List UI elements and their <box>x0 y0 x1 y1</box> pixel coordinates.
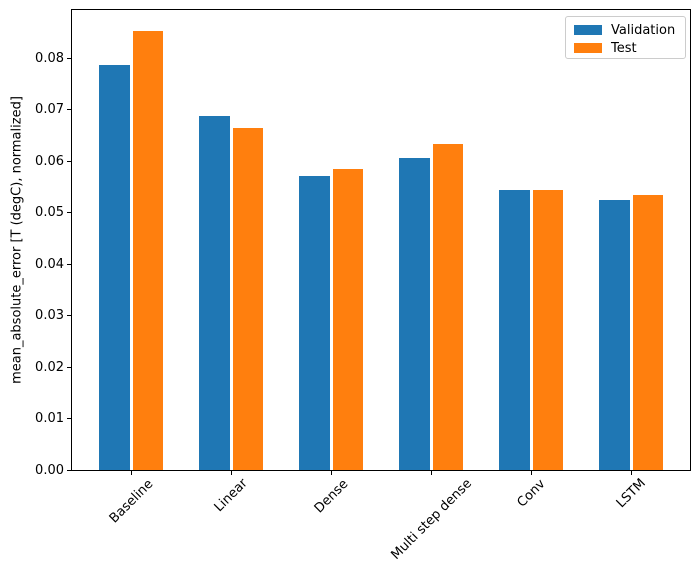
x-tick-mark <box>531 471 532 475</box>
y-tick-mark <box>67 315 71 317</box>
y-tick-label: 0.04 <box>35 256 64 272</box>
y-tick-mark <box>67 418 71 420</box>
y-tick-mark <box>67 160 71 162</box>
x-tick-label-lstm: LSTM <box>613 476 649 512</box>
bar-validation-multi-step-dense <box>399 157 430 470</box>
x-tick-mark <box>131 471 132 475</box>
y-tick-label: 0.05 <box>35 205 64 221</box>
y-tick-label: 0.01 <box>35 411 64 427</box>
y-tick-label: 0.07 <box>35 102 64 118</box>
y-tick-label: 0.00 <box>35 463 64 478</box>
y-tick-mark <box>67 263 71 265</box>
y-tick-mark <box>67 57 71 59</box>
y-tick-mark <box>67 109 71 111</box>
bar-test-conv <box>532 190 563 470</box>
y-axis-label: mean_absolute_error [T (degC), normalize… <box>9 96 25 384</box>
x-tick-mark <box>331 471 332 475</box>
bar-validation-dense <box>299 175 330 470</box>
y-tick-mark <box>67 366 71 368</box>
x-tick-mark <box>431 471 432 475</box>
bar-validation-conv <box>499 189 530 470</box>
bar-test-linear <box>232 128 263 470</box>
legend: Validation Test <box>565 16 686 59</box>
y-tick-label: 0.08 <box>35 50 64 66</box>
bar-test-multi-step-dense <box>432 143 463 470</box>
bar-validation-linear <box>199 116 230 470</box>
y-tick-mark <box>67 212 71 214</box>
bar-validation-baseline <box>99 65 130 470</box>
x-tick-label-linear: Linear <box>211 476 251 516</box>
y-tick-label: 0.06 <box>35 153 64 169</box>
bar-test-dense <box>332 169 363 470</box>
legend-label-test: Test <box>611 40 637 56</box>
bar-validation-lstm <box>599 200 630 470</box>
y-tick-label: 0.03 <box>35 308 64 324</box>
plot-area <box>71 9 691 471</box>
test-swatch-icon <box>574 43 602 53</box>
legend-label-validation: Validation <box>611 22 676 38</box>
x-tick-label-conv: Conv <box>514 476 548 511</box>
validation-swatch-icon <box>574 25 602 35</box>
x-tick-label-baseline: Baseline <box>106 476 156 526</box>
x-tick-label-dense: Dense <box>311 476 351 516</box>
x-tick-mark <box>231 471 232 475</box>
bar-test-baseline <box>132 30 163 470</box>
y-tick-mark <box>67 470 71 471</box>
bar-test-lstm <box>632 195 663 470</box>
x-tick-mark <box>631 471 632 475</box>
legend-row-validation: Validation <box>566 21 685 39</box>
legend-row-test: Test <box>566 39 685 57</box>
y-tick-label: 0.02 <box>35 359 64 375</box>
x-tick-label-multi-step-dense: Multi step dense <box>387 476 475 563</box>
